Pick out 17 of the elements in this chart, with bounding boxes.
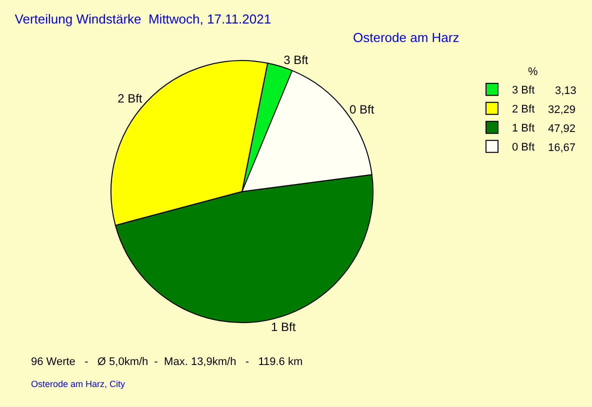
text: Osterode am Harz, City (31, 379, 126, 389)
chart-title: Verteilung Windstärke Mittwoch, 17.11.2021 (14, 11, 272, 26)
text: 96 Werte - Ø 5,0km/h - Max. 13,9km/h - 119.6 km (31, 356, 303, 368)
slice-label: 1 Bft (270, 320, 296, 334)
legend-label: 1 Bft (512, 122, 535, 135)
slice-label: 3 Bft (284, 52, 309, 67)
data-label: 47,92 (548, 123, 576, 135)
data-label: 3,13 (555, 85, 576, 97)
legend-label: 3 Bft (512, 84, 535, 97)
slice-label: 0 Bft (349, 102, 375, 116)
data-label: 16,67 (548, 142, 576, 154)
data-label: 32,29 (548, 104, 576, 116)
chart-subtitle: Osterode am Harz (353, 30, 460, 45)
legend-label: 0 Bft (512, 142, 535, 154)
legend-title: % (528, 66, 538, 78)
slice-label: 2 Bft (118, 92, 143, 106)
legend-label: 2 Bft (512, 104, 535, 116)
